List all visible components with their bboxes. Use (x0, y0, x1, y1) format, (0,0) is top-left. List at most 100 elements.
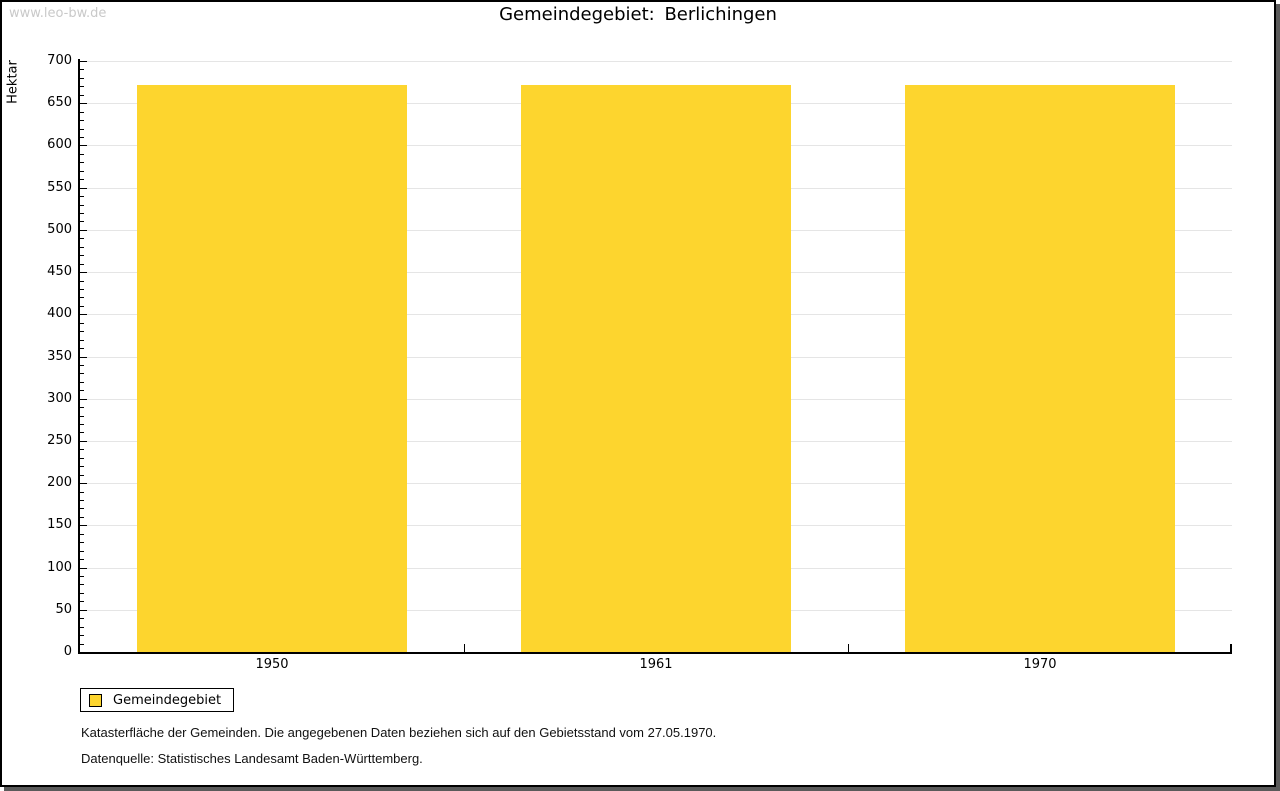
y-major-tick (80, 103, 87, 105)
y-minor-tick (80, 592, 84, 594)
y-minor-tick (80, 204, 84, 206)
y-major-tick (80, 398, 87, 400)
y-major-tick (80, 229, 87, 231)
y-minor-tick (80, 339, 84, 341)
watermark: www.leo-bw.de (9, 6, 107, 21)
chart-title: Gemeindegebiet: Berlichingen (499, 4, 777, 25)
x-tick-label: 1970 (1023, 657, 1057, 672)
y-minor-tick (80, 120, 84, 122)
y-major-tick (80, 187, 87, 189)
footnote-source-note: Katasterfläche der Gemeinden. Die angege… (81, 725, 717, 740)
y-minor-tick (80, 331, 84, 333)
y-tick-label: 350 (47, 348, 72, 364)
y-minor-tick (80, 424, 84, 426)
y-minor-tick (80, 238, 84, 240)
y-minor-tick (80, 196, 84, 198)
y-minor-tick (80, 601, 84, 603)
x-tick-label: 1950 (255, 657, 289, 672)
y-major-tick (80, 567, 87, 569)
y-minor-tick (80, 381, 84, 383)
y-axis-title: Hektar (5, 60, 21, 104)
bar (137, 85, 407, 652)
y-tick-label: 50 (55, 601, 72, 617)
y-minor-tick (80, 407, 84, 409)
x-tick-label: 1961 (639, 657, 673, 672)
y-minor-tick (80, 77, 84, 79)
legend-label: Gemeindegebiet (113, 692, 222, 708)
y-minor-tick (80, 221, 84, 223)
y-major-tick (80, 525, 87, 527)
y-minor-tick (80, 153, 84, 155)
y-minor-tick (80, 212, 84, 214)
y-tick-label: 550 (47, 179, 72, 195)
y-minor-tick (80, 136, 84, 138)
y-tick-label: 250 (47, 432, 72, 448)
y-tick-label: 300 (47, 390, 72, 406)
group-boundary-tick (848, 644, 849, 652)
y-major-tick (80, 314, 87, 316)
y-minor-tick (80, 635, 84, 637)
bar (521, 85, 791, 652)
y-minor-tick (80, 474, 84, 476)
y-minor-tick (80, 533, 84, 535)
y-minor-tick (80, 288, 84, 290)
y-minor-tick (80, 280, 84, 282)
footnote-data-source: Datenquelle: Statistisches Landesamt Bad… (81, 751, 423, 766)
y-minor-tick (80, 69, 84, 71)
group-boundary-tick (464, 644, 465, 652)
y-minor-tick (80, 322, 84, 324)
y-minor-tick (80, 643, 84, 645)
y-minor-tick (80, 255, 84, 257)
y-minor-tick (80, 576, 84, 577)
y-minor-tick (80, 246, 84, 248)
y-minor-tick (80, 491, 84, 493)
y-minor-tick (80, 584, 84, 586)
y-major-tick (80, 609, 87, 611)
y-major-tick (80, 61, 87, 62)
y-tick-label: 0 (63, 644, 72, 659)
y-tick-label: 450 (47, 264, 72, 280)
y-minor-tick (80, 111, 84, 113)
y-minor-tick (80, 162, 84, 164)
y-minor-tick (80, 373, 84, 375)
y-minor-tick (80, 542, 84, 544)
y-minor-tick (80, 449, 84, 451)
y-tick-label: 100 (47, 559, 72, 575)
y-minor-tick (80, 559, 84, 561)
y-major-tick (80, 272, 87, 274)
y-tick-label: 500 (47, 221, 72, 237)
y-minor-tick (80, 432, 84, 434)
bar (905, 85, 1175, 652)
y-tick-label: 650 (47, 95, 72, 111)
x-axis-line (78, 652, 1232, 654)
axis-end-tick (1230, 644, 1232, 652)
y-minor-tick (80, 170, 84, 172)
y-minor-tick (80, 618, 84, 620)
y-major-tick (80, 356, 87, 358)
y-minor-tick (80, 348, 84, 350)
y-minor-tick (80, 390, 84, 392)
y-tick-label: 150 (47, 517, 72, 533)
y-major-tick (80, 145, 87, 147)
y-minor-tick (80, 128, 84, 130)
y-minor-tick (80, 94, 84, 96)
y-axis-line (78, 59, 80, 654)
legend-swatch (89, 693, 102, 707)
y-tick-label: 700 (47, 53, 72, 68)
y-minor-tick (80, 86, 84, 88)
plot-area: 0 50 100 150 200 250 300 350 400 450 500 550 600 650 7… (47, 53, 1232, 672)
y-minor-tick (80, 415, 84, 417)
y-minor-tick (80, 508, 84, 510)
y-minor-tick (80, 500, 84, 502)
y-minor-tick (80, 179, 84, 181)
y-minor-tick (80, 297, 84, 299)
y-minor-tick (80, 305, 84, 307)
y-major-tick (80, 483, 87, 485)
gridline (80, 61, 1232, 62)
y-minor-tick (80, 457, 84, 459)
y-minor-tick (80, 466, 84, 468)
legend: Gemeindegebiet (80, 688, 235, 712)
y-minor-tick (80, 364, 84, 366)
y-minor-tick (80, 550, 84, 552)
